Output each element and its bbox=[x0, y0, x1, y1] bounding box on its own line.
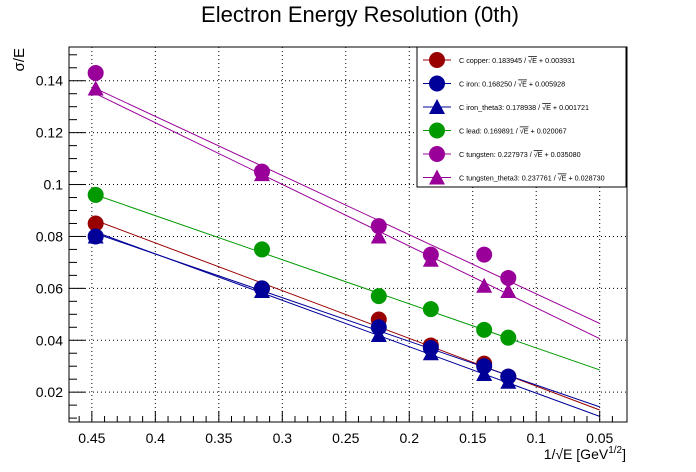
data-point-tungsten bbox=[370, 218, 387, 235]
legend-marker bbox=[429, 75, 445, 92]
x-axis-label: 1/√E [GeV1/2] bbox=[544, 445, 626, 462]
legend-label-prefix: C tungsten: 0.227973 / bbox=[459, 150, 534, 159]
data-point-tungsten bbox=[500, 269, 517, 286]
x-tick-labels: 0.45 0.4 0.35 0.3 0.25 0.2 0.15 0.1 0.05 bbox=[78, 430, 613, 446]
legend-label-suffix: + 0.020067 bbox=[529, 127, 567, 136]
x-axis-label-unit: [GeV bbox=[572, 446, 608, 462]
legend-label-prefix: C iron: 0.168250 / bbox=[459, 80, 518, 89]
chart-title: Electron Energy Resolution (0th) bbox=[201, 2, 519, 27]
markers bbox=[87, 64, 517, 389]
data-point-lead bbox=[476, 321, 493, 338]
data-point-iron_theta3 bbox=[500, 373, 517, 389]
data-point-lead bbox=[87, 186, 104, 203]
legend-entries: C copper: 0.183945 / √E + 0.003931 C iron… bbox=[423, 52, 605, 185]
x-tick-label: 0.45 bbox=[78, 430, 105, 446]
data-point-tungsten bbox=[87, 64, 104, 81]
data-point-lead bbox=[422, 301, 439, 318]
legend-label-sqrt: √E bbox=[558, 174, 567, 183]
data-point-tungsten_theta3 bbox=[500, 282, 517, 298]
x-tick-label: 0.4 bbox=[146, 430, 166, 446]
legend-label-prefix: C tungsten_theta3: 0.237761 / bbox=[459, 174, 558, 183]
legend: C copper: 0.183945 / √E + 0.003931 C iron… bbox=[416, 46, 627, 188]
legend-label: C copper: 0.183945 / √E + 0.003931 bbox=[459, 56, 575, 65]
legend-label: C tungsten: 0.227973 / √E + 0.035080 bbox=[459, 150, 581, 159]
data-point-iron_theta3 bbox=[476, 365, 493, 381]
legend-entry-lead: C lead: 0.169891 / √E + 0.020067 bbox=[423, 122, 567, 139]
legend-marker bbox=[429, 122, 445, 139]
plot-frame bbox=[68, 46, 628, 423]
legend-label-sqrt: √E bbox=[528, 56, 537, 65]
legend-label-prefix: C copper: 0.183945 / bbox=[459, 56, 528, 65]
legend-entry-copper: C copper: 0.183945 / √E + 0.003931 bbox=[423, 52, 575, 68]
x-tick-label: 0.25 bbox=[332, 430, 359, 446]
legend-label: C tungsten_theta3: 0.237761 / √E + 0.028… bbox=[459, 174, 605, 183]
axis-ticks bbox=[69, 54, 613, 422]
y-axis-label: σ/E bbox=[11, 48, 28, 71]
data-point-iron_theta3 bbox=[87, 228, 104, 244]
legend-label-sqrt: √E bbox=[518, 80, 527, 89]
x-tick-label: 0.35 bbox=[205, 430, 232, 446]
fit-line-iron_theta3 bbox=[95, 231, 600, 417]
data-point-lead bbox=[253, 241, 270, 258]
legend-label-suffix: + 0.035080 bbox=[542, 150, 580, 159]
x-tick-label: 0.1 bbox=[526, 430, 546, 446]
legend-label-suffix: + 0.005928 bbox=[527, 80, 565, 89]
data-point-tungsten_theta3 bbox=[370, 228, 387, 244]
legend-entry-tungsten_theta3: C tungsten_theta3: 0.237761 / √E + 0.028… bbox=[423, 169, 605, 185]
legend-label-suffix: + 0.001721 bbox=[551, 103, 589, 112]
legend-label-sqrt: √E bbox=[542, 103, 551, 112]
legend-entry-iron: C iron: 0.168250 / √E + 0.005928 bbox=[423, 75, 565, 92]
legend-label: C iron: 0.168250 / √E + 0.005928 bbox=[459, 80, 565, 89]
y-tick-label: 0.06 bbox=[36, 280, 63, 296]
legend-entry-tungsten: C tungsten: 0.227973 / √E + 0.035080 bbox=[423, 146, 581, 162]
data-point-iron_theta3 bbox=[422, 345, 439, 361]
legend-box bbox=[416, 46, 627, 188]
fit-line-copper bbox=[95, 220, 600, 411]
y-tick-label: 0.08 bbox=[36, 228, 63, 244]
data-point-tungsten_theta3 bbox=[253, 166, 270, 182]
data-point-lead bbox=[370, 288, 387, 305]
y-tick-label: 0.14 bbox=[36, 73, 63, 89]
data-point-lead bbox=[500, 329, 517, 346]
x-tick-label: 0.05 bbox=[586, 430, 613, 446]
legend-label-suffix: + 0.003931 bbox=[537, 56, 575, 65]
fit-line-tungsten bbox=[95, 88, 600, 324]
data-point-tungsten_theta3 bbox=[476, 277, 493, 293]
data-point-copper bbox=[87, 215, 104, 232]
data-point-tungsten_theta3 bbox=[87, 80, 104, 96]
x-tick-label: 0.3 bbox=[273, 430, 293, 446]
legend-label-prefix: C lead: 0.169891 / bbox=[459, 127, 520, 136]
legend-label-sqrt: √E bbox=[520, 127, 529, 136]
legend-marker bbox=[429, 99, 445, 114]
y-tick-label: 0.12 bbox=[36, 125, 63, 141]
legend-label: C lead: 0.169891 / √E + 0.020067 bbox=[459, 127, 567, 136]
legend-marker bbox=[429, 169, 445, 185]
x-axis-label-prefix: 1/ bbox=[544, 446, 556, 462]
legend-label-sqrt: √E bbox=[534, 150, 543, 159]
fit-line-lead bbox=[95, 194, 600, 371]
y-tick-labels: 0.02 0.04 0.06 0.08 0.1 0.12 0.14 bbox=[36, 73, 63, 400]
legend-marker bbox=[429, 146, 445, 162]
legend-label-prefix: C iron_theta3: 0.178938 / bbox=[459, 103, 542, 112]
x-axis-label-sqrt: √E bbox=[555, 446, 572, 462]
legend-label: C iron_theta3: 0.178938 / √E + 0.001721 bbox=[459, 103, 589, 112]
y-tick-label: 0.02 bbox=[36, 384, 63, 400]
x-tick-label: 0.15 bbox=[459, 430, 486, 446]
data-point-tungsten bbox=[476, 246, 493, 263]
y-tick-label: 0.04 bbox=[36, 332, 63, 348]
data-point-iron_theta3 bbox=[370, 327, 387, 343]
x-axis-label-close: ] bbox=[622, 446, 626, 462]
legend-entry-iron_theta3: C iron_theta3: 0.178938 / √E + 0.001721 bbox=[423, 99, 589, 114]
y-tick-label: 0.1 bbox=[44, 177, 64, 193]
legend-label-suffix: + 0.028730 bbox=[566, 174, 604, 183]
data-point-tungsten_theta3 bbox=[422, 251, 439, 267]
x-axis-label-exponent: 1/2 bbox=[608, 445, 622, 456]
legend-marker bbox=[429, 52, 445, 68]
x-tick-label: 0.2 bbox=[400, 430, 420, 446]
data-point-iron_theta3 bbox=[253, 282, 270, 298]
